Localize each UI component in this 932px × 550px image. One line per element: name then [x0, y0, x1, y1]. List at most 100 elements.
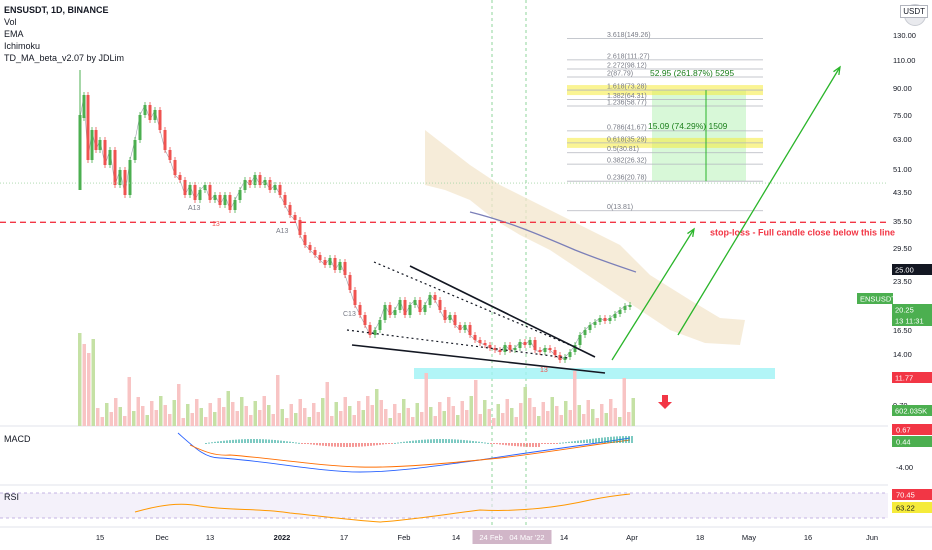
volume-bar: [546, 411, 550, 426]
macd-histogram-bar: [511, 443, 513, 446]
projection-arrow-short-head: [687, 227, 695, 238]
macd-histogram-bar: [253, 439, 255, 443]
volume-bar: [366, 396, 370, 426]
volume-bar: [379, 400, 383, 426]
macd-histogram-bar: [502, 443, 504, 445]
volume-bar: [406, 408, 410, 426]
candle-body: [553, 350, 557, 355]
volume-bar: [384, 409, 388, 426]
macd-histogram-bar: [562, 442, 564, 444]
volume-bar: [357, 401, 361, 426]
macd-histogram-bar: [469, 440, 471, 443]
candle-body: [378, 320, 382, 330]
candle-body: [518, 342, 522, 348]
candle-body: [158, 110, 162, 130]
volume-bar: [159, 396, 163, 426]
macd-histogram-bar: [481, 442, 483, 444]
macd-histogram-bar: [223, 440, 225, 443]
candle-body: [533, 340, 537, 350]
candle-body: [358, 305, 362, 315]
volume-bar: [127, 377, 131, 426]
candle-body: [613, 314, 617, 318]
candle-body: [308, 245, 312, 250]
volume-bar: [393, 404, 397, 426]
volume-bar: [195, 399, 199, 426]
volume-bar: [514, 417, 518, 426]
rsi-badge: [892, 489, 932, 500]
candle-body: [588, 325, 592, 330]
macd-histogram-bar: [565, 442, 567, 444]
candle-body: [448, 315, 452, 320]
candle-body: [313, 250, 317, 255]
volume-bar: [289, 404, 293, 426]
volume-bar: [420, 412, 424, 426]
volume-bar: [573, 371, 577, 426]
candle-body: [458, 325, 462, 330]
fib-level-label: 1.382(64.31): [607, 93, 647, 100]
candle-body: [608, 318, 612, 321]
target-label-mid: 15.09 (74.29%) 1509: [648, 121, 728, 131]
rsi-pane-label[interactable]: RSI: [4, 492, 20, 502]
volume-bar: [334, 402, 338, 426]
indicator-ema[interactable]: EMA: [4, 29, 24, 39]
candle-body: [538, 350, 542, 352]
macd-histogram-bar: [484, 442, 486, 444]
x-axis-tick: May: [742, 533, 756, 542]
volume-bar: [240, 397, 244, 426]
macd-histogram-bar: [235, 439, 237, 443]
candle-body: [418, 300, 422, 312]
candle-body: [323, 260, 327, 265]
volume-bar: [361, 410, 365, 426]
macd-histogram-bar: [523, 443, 525, 447]
td-annotation: C13: [343, 311, 356, 318]
currency-unit-label[interactable]: USDT: [900, 5, 928, 18]
volume-bar: [312, 403, 316, 426]
macd-histogram-bar: [607, 437, 609, 443]
macd-histogram-bar: [241, 439, 243, 443]
volume-bar: [456, 415, 460, 426]
candle-body: [273, 185, 277, 190]
macd-pane-label[interactable]: MACD: [4, 434, 31, 444]
volume-bar: [352, 415, 356, 426]
volume-bar: [541, 402, 545, 426]
indicator-ichimoku[interactable]: Ichimoku: [4, 41, 41, 51]
price-badge: [892, 315, 932, 326]
macd-histogram-bar: [490, 443, 492, 444]
wedge-inner-lower-line: [346, 329, 569, 359]
y-axis-tick: 75.00: [893, 111, 912, 120]
macd-histogram-bar: [424, 439, 426, 443]
x-axis-tick: 16: [804, 533, 812, 542]
chart-legend: ENSUSDT, 1D, BINANCE Vol EMA Ichimoku TD…: [4, 4, 124, 64]
candle-body: [393, 310, 397, 315]
rsi-line: [134, 493, 631, 523]
indicator-td-ma[interactable]: TD_MA_beta_v2.07 by JDLim: [4, 53, 125, 63]
volume-bar: [163, 405, 167, 426]
symbol-title[interactable]: ENSUSDT, 1D, BINANCE: [4, 5, 109, 15]
volume-bar: [330, 416, 334, 426]
macd-histogram-bar: [406, 441, 408, 443]
macd-histogram-bar: [403, 441, 405, 443]
y-axis-tick: 43.50: [893, 188, 912, 197]
volume-bar: [82, 344, 86, 426]
volume-bar: [316, 412, 320, 426]
macd-histogram-bar: [412, 440, 414, 443]
macd-histogram-bar: [463, 440, 465, 443]
volume-bar: [519, 403, 523, 426]
macd-histogram-bar: [514, 443, 516, 447]
indicator-vol[interactable]: Vol: [4, 17, 17, 27]
wedge-inner-upper-line: [373, 261, 571, 346]
macd-histogram-bar: [349, 443, 351, 447]
candle-body: [558, 355, 562, 360]
time-axis-badge: [502, 530, 552, 544]
volume-bar: [87, 353, 91, 426]
x-axis-date-label: 04 Mar '22: [509, 533, 544, 542]
candle-body: [113, 150, 117, 185]
volume-bar: [168, 414, 172, 426]
rsi-badge-text: 70.45: [896, 491, 915, 500]
volume-bar: [136, 397, 140, 426]
candle-body: [548, 348, 552, 350]
candle-body: [528, 340, 532, 345]
candle-body: [178, 175, 182, 180]
